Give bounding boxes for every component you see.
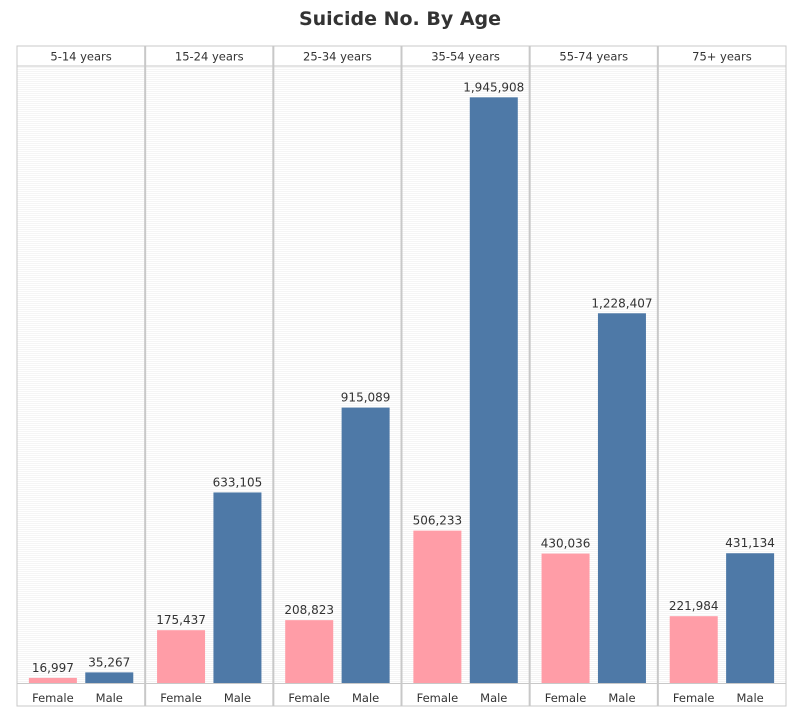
- bar-male: [597, 313, 646, 683]
- bar-female: [285, 620, 334, 683]
- bar-female: [669, 616, 718, 683]
- panel-header-label: 35-54 years: [431, 50, 500, 64]
- data-label: 506,233: [413, 514, 463, 528]
- panel-header-label: 15-24 years: [175, 50, 244, 64]
- panel-header-label: 75+ years: [692, 50, 752, 64]
- bar-female: [157, 630, 206, 683]
- x-tick-label: Male: [224, 691, 251, 705]
- data-label: 431,134: [725, 536, 775, 550]
- bar-male: [85, 672, 134, 683]
- data-label: 208,823: [284, 603, 334, 617]
- panel-header-label: 5-14 years: [50, 50, 111, 64]
- bar-female: [28, 677, 77, 683]
- x-tick-label: Male: [736, 691, 763, 705]
- bar-male: [469, 97, 518, 683]
- data-label: 915,089: [341, 391, 391, 405]
- x-tick-label: Male: [96, 691, 123, 705]
- x-tick-label: Female: [32, 691, 74, 705]
- data-label: 430,036: [541, 537, 591, 551]
- chart-title: Suicide No. By Age: [298, 8, 502, 30]
- data-label: 633,105: [213, 475, 263, 489]
- data-label: 221,984: [669, 599, 719, 613]
- bar-female: [413, 530, 462, 683]
- bar-male: [726, 553, 775, 683]
- x-tick-label: Male: [480, 691, 507, 705]
- data-label: 175,437: [156, 613, 206, 627]
- bar-female: [541, 553, 590, 683]
- bar-male: [341, 407, 390, 683]
- data-label: 35,267: [88, 655, 130, 669]
- x-tick-label: Female: [545, 691, 587, 705]
- data-label: 16,997: [32, 661, 74, 675]
- x-tick-label: Female: [417, 691, 459, 705]
- x-tick-label: Female: [160, 691, 202, 705]
- x-tick-label: Female: [673, 691, 715, 705]
- x-tick-label: Male: [608, 691, 635, 705]
- data-label: 1,228,407: [591, 296, 652, 310]
- bar-male: [213, 492, 262, 683]
- x-tick-label: Female: [288, 691, 330, 705]
- data-label: 1,945,908: [463, 80, 524, 94]
- panel-header-label: 55-74 years: [559, 50, 628, 64]
- panel-header-label: 25-34 years: [303, 50, 372, 64]
- x-tick-label: Male: [352, 691, 379, 705]
